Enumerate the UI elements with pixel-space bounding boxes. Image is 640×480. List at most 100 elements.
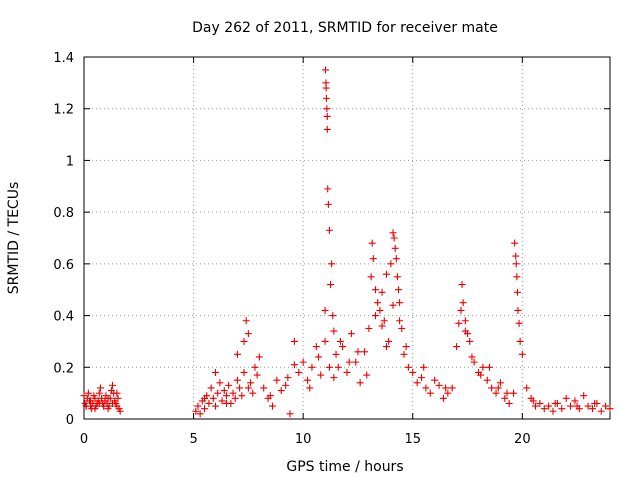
data-point [356, 379, 364, 387]
data-point [312, 343, 320, 351]
data-point [251, 363, 259, 371]
data-point [328, 260, 336, 268]
data-point [477, 371, 485, 379]
grid-lines [84, 57, 610, 419]
data-point [400, 350, 408, 358]
data-point [336, 337, 344, 345]
data-point [402, 343, 410, 351]
data-point [282, 381, 290, 389]
data-point [371, 312, 379, 320]
data-point [216, 379, 224, 387]
y-tick-label: 0.4 [53, 310, 74, 325]
data-point [324, 185, 332, 193]
data-point [461, 327, 469, 335]
data-point [339, 343, 347, 351]
data-point [354, 348, 362, 356]
data-point [606, 405, 614, 413]
data-point [393, 273, 401, 281]
data-point [323, 125, 331, 133]
data-point [485, 363, 493, 371]
data-point [343, 368, 351, 376]
data-point [194, 402, 202, 410]
data-point [325, 363, 333, 371]
y-tick-label: 0.2 [53, 361, 74, 376]
data-point [277, 387, 285, 395]
data-point [295, 368, 303, 376]
data-point [365, 325, 373, 332]
data-point [225, 381, 233, 389]
data-point [513, 273, 521, 281]
data-point [233, 376, 241, 384]
data-point [218, 397, 226, 405]
data-point [108, 381, 116, 389]
x-axis-label: GPS time / hours [286, 459, 403, 475]
data-point [260, 384, 268, 392]
data-point [584, 402, 592, 410]
data-point [304, 376, 312, 384]
data-point [392, 255, 400, 263]
axis-ticks [83, 56, 610, 420]
data-point [266, 392, 274, 400]
y-tick-label: 0 [66, 413, 74, 428]
data-point [324, 200, 332, 208]
data-point [466, 337, 474, 345]
data-point [321, 306, 329, 314]
data-point [116, 407, 124, 415]
data-point [597, 407, 605, 415]
data-point [114, 394, 122, 402]
data-point [330, 327, 338, 335]
data-point [196, 410, 204, 418]
data-point [431, 376, 439, 384]
data-point [390, 234, 398, 242]
data-point [418, 374, 426, 382]
data-point [317, 371, 325, 379]
data-point [503, 389, 511, 397]
data-point [531, 402, 539, 410]
data-point [376, 306, 384, 314]
data-point [286, 410, 294, 418]
data-point [325, 226, 333, 234]
data-point [363, 371, 371, 379]
data-point [242, 317, 250, 325]
data-point [435, 381, 443, 389]
data-point [512, 252, 520, 260]
data-point [352, 358, 360, 366]
data-point [322, 66, 330, 74]
y-tick-label: 1 [66, 154, 74, 169]
data-point [420, 363, 428, 371]
data-point [212, 368, 219, 376]
data-point [205, 399, 213, 407]
data-point [496, 379, 504, 387]
data-point [382, 270, 390, 278]
data-point [396, 317, 404, 325]
data-point [580, 392, 588, 400]
data-point [518, 350, 526, 358]
data-point [457, 306, 465, 314]
data-point [387, 260, 395, 268]
data-point [591, 399, 599, 407]
data-point [512, 260, 520, 268]
data-point [501, 394, 509, 402]
data-point [209, 394, 217, 402]
data-point [529, 397, 537, 405]
data-point [378, 322, 386, 330]
data-point [374, 299, 382, 307]
data-point [514, 288, 522, 296]
data-point [82, 402, 90, 410]
data-point [455, 319, 463, 327]
data-point [468, 353, 476, 361]
data-point [315, 353, 323, 361]
x-tick-label: 5 [189, 432, 197, 447]
data-point [100, 402, 108, 410]
data-point [371, 286, 379, 294]
data-point [492, 389, 500, 397]
y-tick-label: 1.2 [53, 103, 74, 118]
data-point [273, 376, 281, 384]
data-point [549, 407, 557, 415]
data-point [201, 405, 209, 413]
data-point [395, 286, 403, 294]
data-point [567, 402, 575, 410]
data-point [91, 405, 99, 413]
data-point [236, 384, 244, 392]
data-point [426, 389, 434, 397]
